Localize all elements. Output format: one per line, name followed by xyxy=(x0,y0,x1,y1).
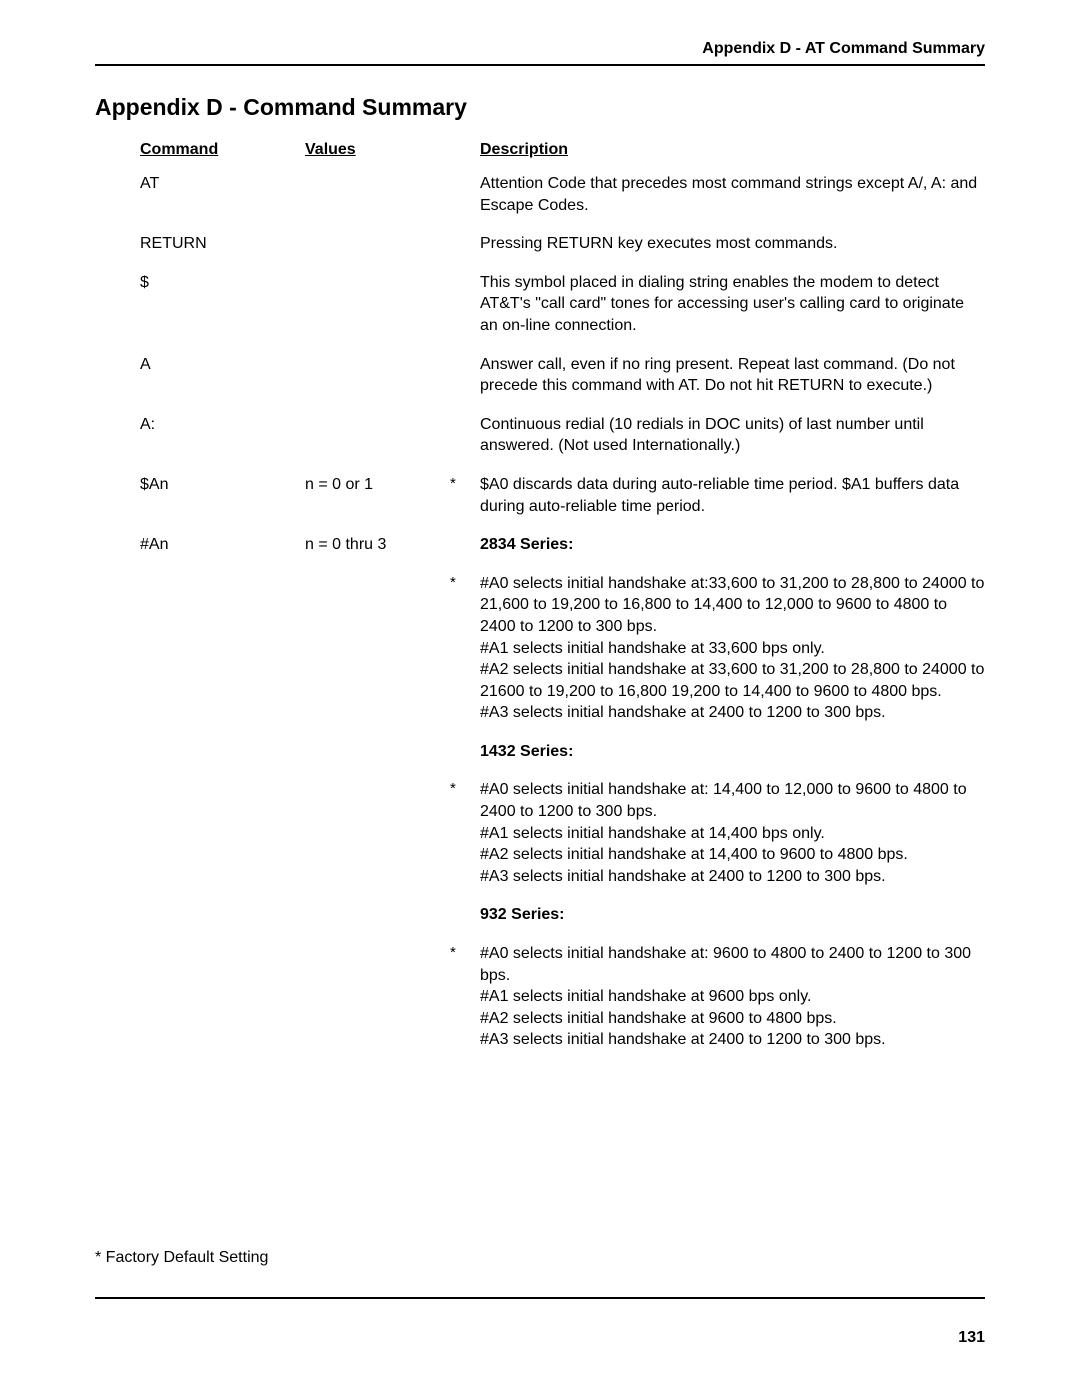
block-text: #A0 selects initial handshake at: 9600 t… xyxy=(480,943,985,1051)
cell-description: Attention Code that precedes most comman… xyxy=(480,173,985,216)
footer: * Factory Default Setting 131 xyxy=(95,1249,985,1347)
column-header-star xyxy=(450,141,480,159)
table-row: A Answer call, even if no ring present. R… xyxy=(140,354,985,397)
bottom-divider xyxy=(95,1297,985,1299)
cell-values: n = 0 or 1 xyxy=(305,474,450,517)
cell-values xyxy=(305,173,450,216)
column-header-description: Description xyxy=(480,141,985,159)
cell-command: RETURN xyxy=(140,233,305,255)
block-star: * xyxy=(450,779,480,887)
cell-command: $ xyxy=(140,272,305,337)
top-divider xyxy=(95,64,985,66)
cell-description: Answer call, even if no ring present. Re… xyxy=(480,354,985,397)
description-block: 1432 Series: xyxy=(140,741,985,763)
block-text: #A0 selects initial handshake at:33,600 … xyxy=(480,573,985,724)
column-header-values: Values xyxy=(305,141,450,159)
description-block: *#A0 selects initial handshake at: 9600 … xyxy=(140,943,985,1051)
block-spacer xyxy=(140,779,450,887)
cell-command: AT xyxy=(140,173,305,216)
cell-star xyxy=(450,534,480,556)
block-spacer xyxy=(140,904,450,926)
block-spacer xyxy=(140,943,450,1051)
block-text: 1432 Series: xyxy=(480,741,985,763)
cell-values xyxy=(305,272,450,337)
cell-star xyxy=(450,414,480,457)
description-block: *#A0 selects initial handshake at: 14,40… xyxy=(140,779,985,887)
table-row: A: Continuous redial (10 redials in DOC u… xyxy=(140,414,985,457)
page-header: Appendix D - AT Command Summary xyxy=(95,40,985,58)
cell-description: $A0 discards data during auto-reliable t… xyxy=(480,474,985,517)
cell-command: $An xyxy=(140,474,305,517)
cell-values xyxy=(305,414,450,457)
description-blocks: *#A0 selects initial handshake at:33,600… xyxy=(140,573,985,1051)
table-row: #Ann = 0 thru 3 2834 Series: xyxy=(140,534,985,556)
cell-star xyxy=(450,173,480,216)
description-block: *#A0 selects initial handshake at:33,600… xyxy=(140,573,985,724)
cell-values: n = 0 thru 3 xyxy=(305,534,450,556)
cell-description: Continuous redial (10 redials in DOC uni… xyxy=(480,414,985,457)
cell-command: A: xyxy=(140,414,305,457)
page-title: Appendix D - Command Summary xyxy=(95,94,985,121)
block-spacer xyxy=(140,741,450,763)
table-header-row: Command Values Description xyxy=(140,141,985,159)
block-text: #A0 selects initial handshake at: 14,400… xyxy=(480,779,985,887)
cell-star: * xyxy=(450,474,480,517)
description-block: 932 Series: xyxy=(140,904,985,926)
block-star xyxy=(450,741,480,763)
block-star: * xyxy=(450,943,480,1051)
factory-default-note: * Factory Default Setting xyxy=(95,1249,985,1267)
block-text: 932 Series: xyxy=(480,904,985,926)
block-star xyxy=(450,904,480,926)
cell-command: #An xyxy=(140,534,305,556)
table-row: AT Attention Code that precedes most comm… xyxy=(140,173,985,216)
cell-description: 2834 Series: xyxy=(480,534,985,556)
content-area: Command Values Description AT Attention C… xyxy=(95,141,985,1051)
cell-values xyxy=(305,354,450,397)
cell-description: This symbol placed in dialing string ena… xyxy=(480,272,985,337)
page-number: 131 xyxy=(95,1329,985,1347)
cell-star xyxy=(450,272,480,337)
table-body: AT Attention Code that precedes most comm… xyxy=(140,173,985,556)
table-row: $ This symbol placed in dialing string en… xyxy=(140,272,985,337)
cell-star xyxy=(450,354,480,397)
cell-command: A xyxy=(140,354,305,397)
block-star: * xyxy=(450,573,480,724)
column-header-command: Command xyxy=(140,141,305,159)
table-row: $Ann = 0 or 1*$A0 discards data during a… xyxy=(140,474,985,517)
cell-values xyxy=(305,233,450,255)
cell-star xyxy=(450,233,480,255)
block-spacer xyxy=(140,573,450,724)
cell-description: Pressing RETURN key executes most comman… xyxy=(480,233,985,255)
table-row: RETURN Pressing RETURN key executes most … xyxy=(140,233,985,255)
